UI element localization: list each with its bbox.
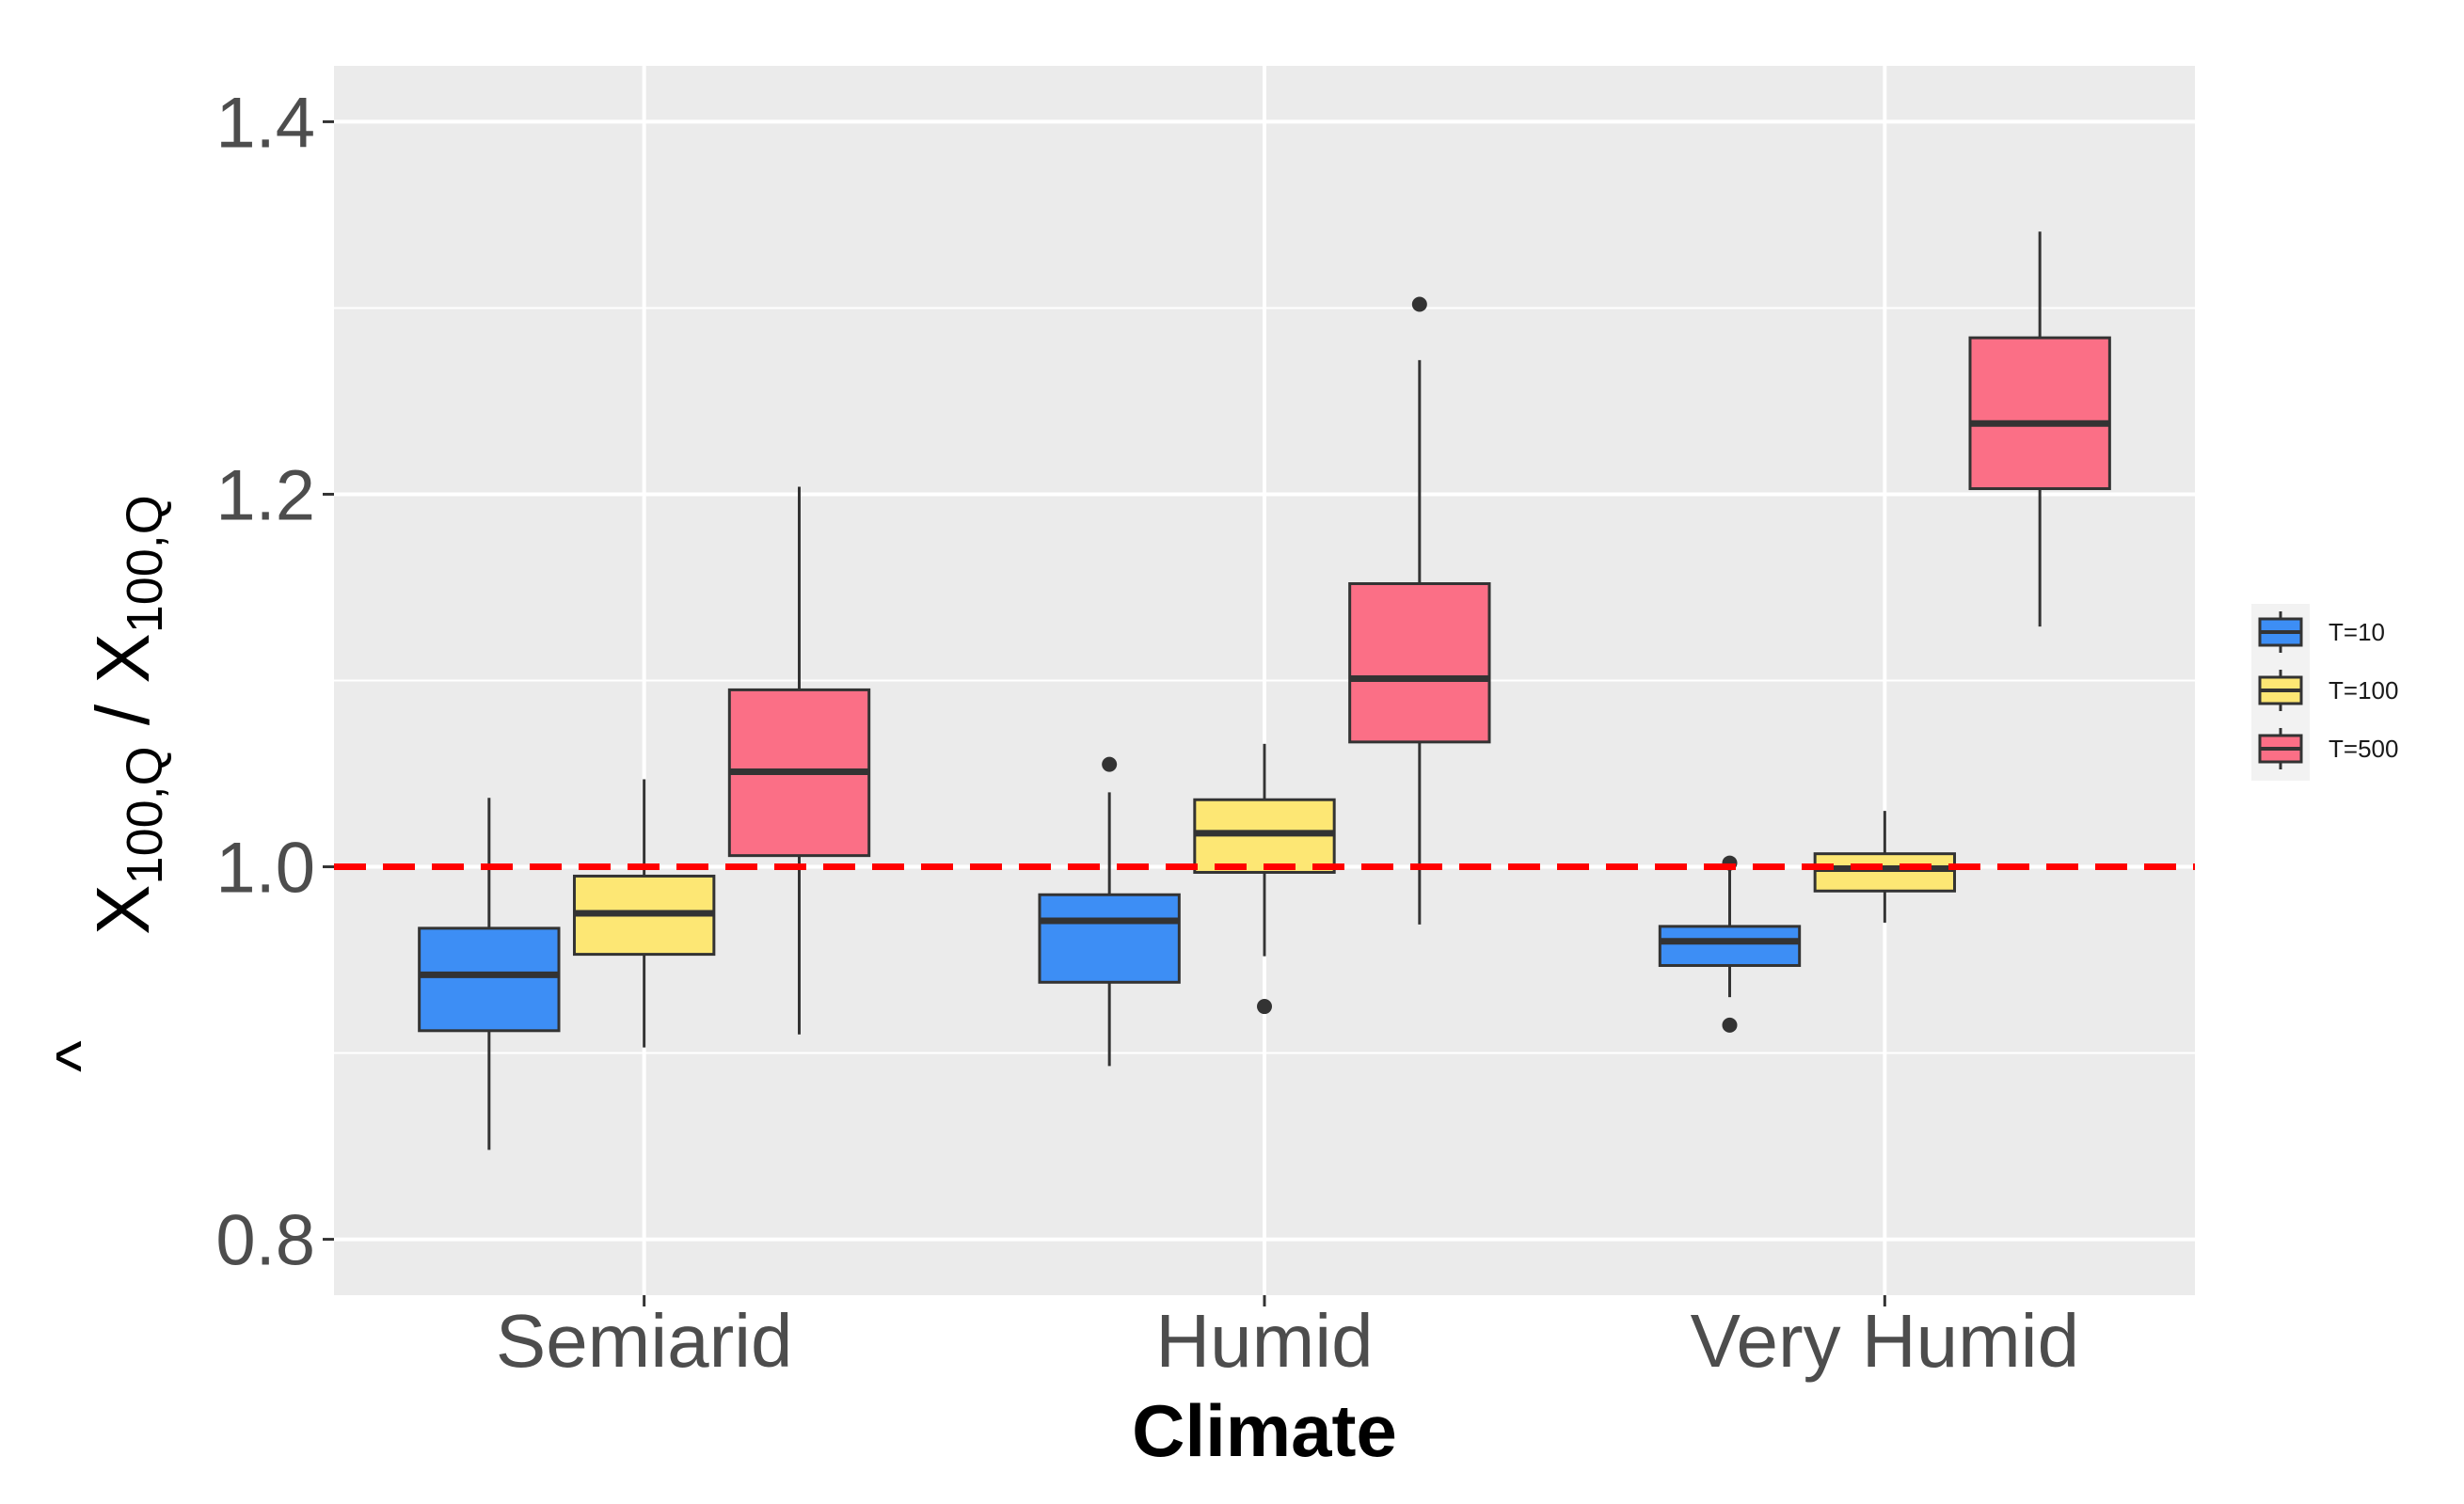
box-iqr — [1658, 925, 1802, 967]
y-tick-label: 1.4 — [215, 83, 315, 163]
outlier-point — [1102, 756, 1118, 772]
box-iqr — [1348, 582, 1491, 744]
series-T=10 — [418, 756, 1802, 1150]
y-tick-label: 0.8 — [215, 1201, 315, 1281]
legend-item-T=100: T=100 — [2258, 670, 2398, 711]
y-title-separator: / — [81, 684, 165, 747]
x-tick-label: Semiarid — [496, 1299, 793, 1383]
y-tick-label: 1.0 — [215, 829, 315, 909]
box-iqr — [1813, 852, 1957, 893]
y-title-sub-2: 100,Q — [117, 495, 173, 633]
y-axis: 0.8 1.0 1.2 1.4 — [215, 83, 334, 1281]
svg-text:X100,Q / X100,Q: X100,Q / X100,Q — [81, 495, 173, 935]
series-T=500 — [727, 231, 2111, 1035]
box-iqr — [1038, 893, 1181, 984]
legend-label: T=500 — [2329, 735, 2398, 763]
x-axis: Semiarid Humid Very Humid — [496, 1295, 2079, 1383]
legend-item-T=500: T=500 — [2258, 728, 2398, 769]
legend: T=10 T=100 T=500 — [2251, 604, 2398, 781]
box-iqr — [1968, 336, 2111, 491]
x-axis-title: Climate — [1132, 1389, 1397, 1472]
outlier-point — [1411, 296, 1427, 312]
grid-major — [334, 66, 2195, 1295]
y-title-main-2: X — [81, 633, 165, 683]
series-T=100 — [572, 743, 1957, 1048]
legend-label: T=100 — [2329, 676, 2398, 705]
box-iqr — [418, 926, 561, 1033]
outlier-point — [1257, 999, 1272, 1015]
y-title-sub-1: 100,Q — [117, 746, 173, 884]
y-title-main-1: X — [81, 884, 165, 934]
x-tick-label: Humid — [1155, 1299, 1373, 1383]
legend-item-T=10: T=10 — [2258, 611, 2385, 653]
y-title-hat: ^ — [43, 1040, 119, 1072]
outlier-point — [1722, 1017, 1738, 1033]
y-tick-label: 1.2 — [215, 455, 315, 535]
y-axis-title: X100,Q / X100,Q ^ — [43, 495, 173, 1072]
legend-label: T=10 — [2329, 618, 2385, 646]
box-series-group — [418, 231, 2111, 1150]
x-tick-label: Very Humid — [1691, 1299, 2079, 1383]
